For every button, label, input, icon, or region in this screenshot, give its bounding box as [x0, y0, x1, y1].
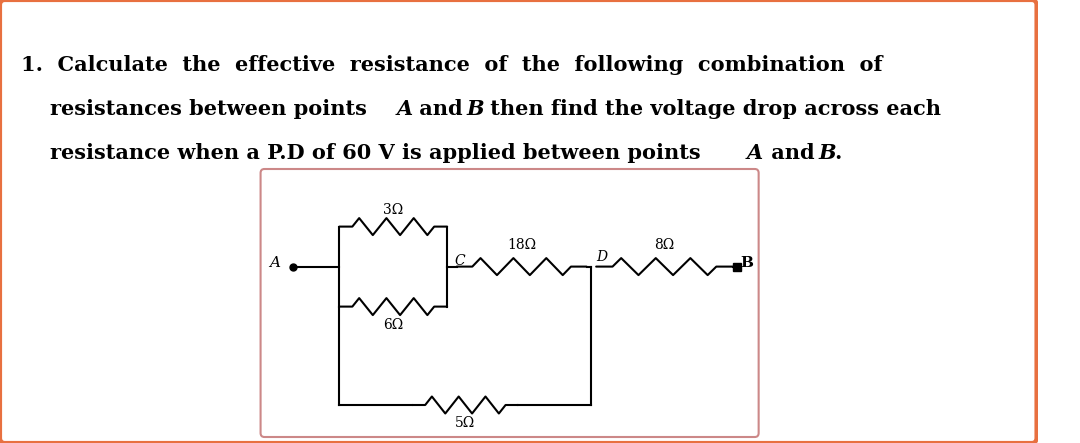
- Text: 18Ω: 18Ω: [508, 237, 536, 252]
- Text: and: and: [413, 99, 471, 119]
- Text: A: A: [396, 99, 413, 119]
- Text: A: A: [747, 143, 764, 163]
- Text: A: A: [269, 256, 280, 270]
- FancyBboxPatch shape: [260, 169, 758, 437]
- Text: .: .: [835, 143, 842, 163]
- Text: 5Ω: 5Ω: [456, 416, 475, 430]
- Text: C: C: [455, 253, 465, 268]
- Text: 6Ω: 6Ω: [383, 318, 404, 332]
- Text: 8Ω: 8Ω: [654, 237, 675, 252]
- Text: resistance when a P.D of 60 V is applied between points: resistance when a P.D of 60 V is applied…: [50, 143, 707, 163]
- Text: and: and: [765, 143, 822, 163]
- Text: B: B: [819, 143, 836, 163]
- Text: 3Ω: 3Ω: [383, 202, 404, 217]
- Text: resistances between points: resistances between points: [50, 99, 374, 119]
- Text: B: B: [467, 99, 484, 119]
- Text: 1.  Calculate  the  effective  resistance  of  the  following  combination  of: 1. Calculate the effective resistance of…: [22, 55, 882, 75]
- FancyBboxPatch shape: [0, 0, 1037, 443]
- Text: D: D: [596, 249, 607, 264]
- Text: then find the voltage drop across each: then find the voltage drop across each: [483, 99, 941, 119]
- Text: B: B: [741, 256, 754, 270]
